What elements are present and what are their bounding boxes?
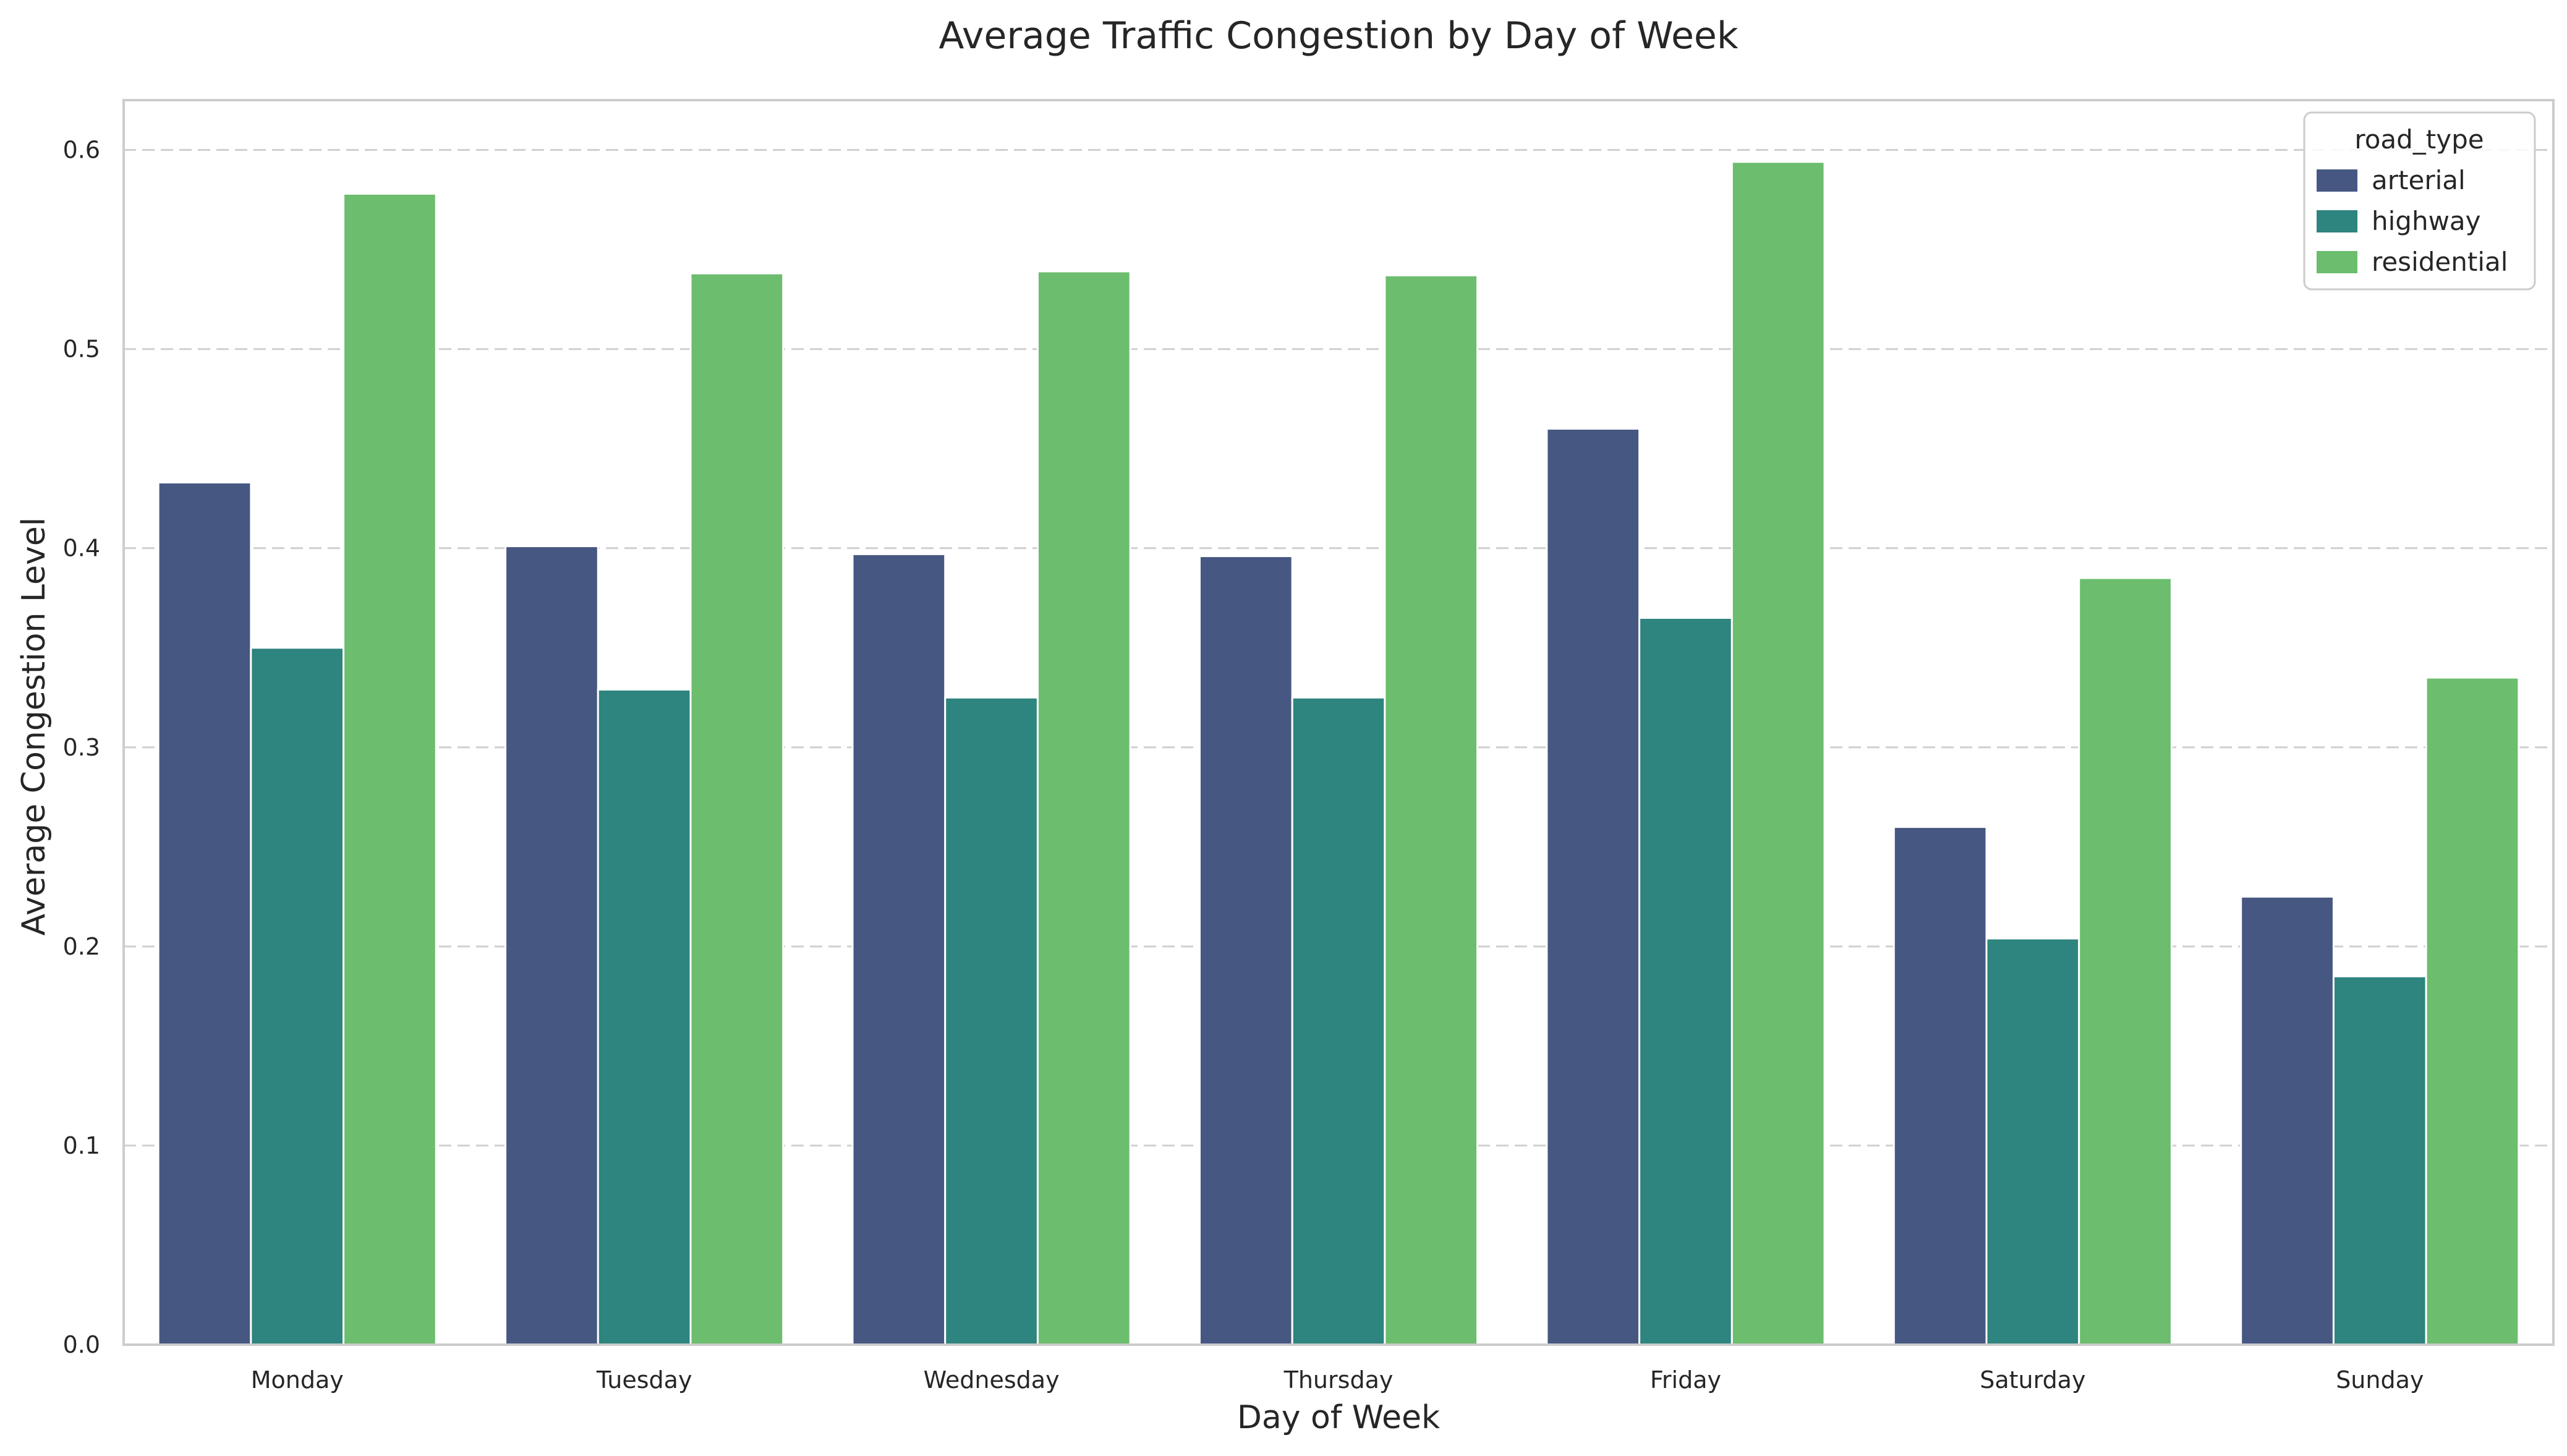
bar-arterial-wednesday [851, 553, 947, 1346]
bar-highway-sunday [2332, 975, 2427, 1346]
x-tick-label: Tuesday [596, 1366, 692, 1394]
legend-swatch-highway [2317, 210, 2357, 232]
y-tick-label: 0.1 [63, 1132, 100, 1159]
chart-title: Average Traffic Congestion by Day of Wee… [939, 14, 1738, 57]
bar-arterial-tuesday [504, 545, 599, 1346]
legend-box [2303, 111, 2536, 291]
bar-arterial-thursday [1198, 555, 1293, 1346]
bar-residential-tuesday [689, 272, 785, 1346]
bar-arterial-friday [1546, 427, 1641, 1346]
bar-highway-monday [250, 647, 345, 1346]
y-tick-label: 0.6 [63, 137, 100, 164]
legend-title: road_type [2354, 124, 2484, 155]
x-axis-label: Day of Week [1237, 1399, 1440, 1436]
bar-residential-friday [1730, 161, 1826, 1346]
bar-residential-wednesday [1036, 270, 1131, 1346]
x-tick-label: Thursday [1284, 1366, 1394, 1394]
x-tick-label: Saturday [1980, 1366, 2085, 1394]
x-tick-labels: Monday Tuesday Wednesday Thursday Friday Satu… [251, 1366, 2424, 1394]
bar-highway-wednesday [944, 696, 1039, 1346]
legend-swatch-residential [2317, 251, 2357, 273]
y-tick-label: 0.2 [63, 933, 100, 960]
bar-highway-tuesday [597, 688, 692, 1346]
bar-arterial-sunday [2240, 895, 2335, 1346]
bar-highway-saturday [1985, 937, 2080, 1346]
bar-arterial-monday [157, 481, 252, 1346]
bar-highway-friday [1638, 616, 1733, 1346]
x-tick-label: Monday [251, 1366, 344, 1394]
bar-arterial-saturday [1892, 826, 1988, 1346]
legend-label-arterial: arterial [2372, 165, 2466, 195]
bar-residential-saturday [2078, 577, 2173, 1346]
bar-residential-thursday [1384, 274, 1479, 1346]
y-axis-label: Average Congestion Level [15, 517, 53, 936]
y-tick-label: 0.5 [63, 336, 100, 363]
bar-highway-thursday [1291, 696, 1386, 1346]
bar-residential-monday [343, 192, 437, 1346]
plot-frame [122, 99, 2555, 1346]
legend-label-highway: highway [2372, 206, 2481, 236]
x-tick-label: Friday [1650, 1366, 1721, 1394]
legend-swatch-arterial [2317, 169, 2357, 192]
legend-label-residential: residential [2372, 247, 2508, 277]
y-tick-label: 0.3 [63, 734, 100, 761]
x-tick-label: Sunday [2336, 1366, 2424, 1394]
x-tick-label: Wednesday [924, 1366, 1060, 1394]
y-tick-labels: 0.0 0.1 0.2 0.3 0.4 0.5 0.6 [63, 137, 100, 1358]
bars [157, 161, 2520, 1346]
bar-residential-sunday [2425, 676, 2520, 1346]
y-tick-label: 0.4 [63, 535, 100, 562]
legend: road_type arterial highway residential [2303, 111, 2536, 291]
y-tick-label: 0.0 [63, 1331, 100, 1358]
